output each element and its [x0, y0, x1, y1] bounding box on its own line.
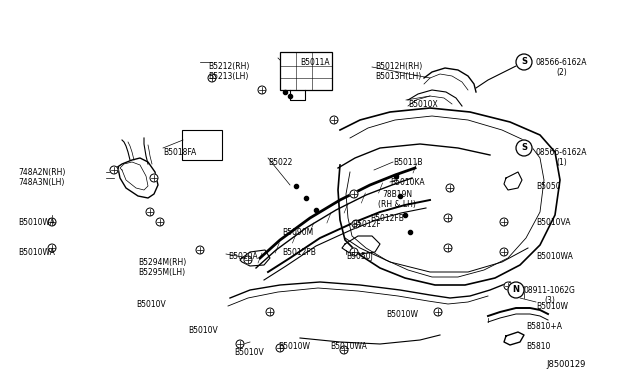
Text: B5295M(LH): B5295M(LH)	[138, 268, 185, 277]
Text: (3): (3)	[544, 296, 555, 305]
Text: B5010VA: B5010VA	[536, 218, 570, 227]
Circle shape	[500, 248, 508, 256]
Text: B5010W: B5010W	[278, 342, 310, 351]
Circle shape	[244, 256, 252, 264]
Circle shape	[444, 244, 452, 252]
FancyBboxPatch shape	[280, 52, 332, 90]
Text: S: S	[521, 58, 527, 67]
Circle shape	[516, 54, 532, 70]
Text: B5810+A: B5810+A	[526, 322, 562, 331]
Text: B5010V: B5010V	[136, 300, 166, 309]
Text: B5010X: B5010X	[408, 100, 438, 109]
Text: 78B19N: 78B19N	[382, 190, 412, 199]
Text: B5294M(RH): B5294M(RH)	[138, 258, 186, 267]
Circle shape	[434, 308, 442, 316]
Circle shape	[146, 208, 154, 216]
Text: B5010V: B5010V	[188, 326, 218, 335]
Circle shape	[150, 174, 158, 182]
Circle shape	[352, 220, 360, 228]
Text: B5010V: B5010V	[234, 348, 264, 357]
Text: B5010W: B5010W	[536, 302, 568, 311]
Circle shape	[156, 218, 164, 226]
Text: B5050J: B5050J	[346, 252, 373, 261]
Circle shape	[350, 248, 358, 256]
FancyBboxPatch shape	[182, 130, 222, 160]
Circle shape	[504, 282, 512, 290]
Circle shape	[508, 282, 524, 298]
Circle shape	[110, 166, 118, 174]
Circle shape	[236, 340, 244, 348]
Text: 08566-6162A: 08566-6162A	[536, 148, 588, 157]
Text: B5213(LH): B5213(LH)	[208, 72, 248, 81]
Circle shape	[500, 218, 508, 226]
Text: (RH & LH): (RH & LH)	[378, 200, 416, 209]
Circle shape	[516, 140, 532, 156]
Text: 748A2N(RH): 748A2N(RH)	[18, 168, 65, 177]
Text: B5018FA: B5018FA	[163, 148, 196, 157]
Text: B5012F: B5012F	[352, 220, 381, 229]
Text: B5020A: B5020A	[228, 252, 258, 261]
Text: B5013H(LH): B5013H(LH)	[375, 72, 421, 81]
Circle shape	[48, 244, 56, 252]
Text: B5012FB: B5012FB	[370, 214, 404, 223]
Text: B5010KA: B5010KA	[390, 178, 424, 187]
Text: N: N	[513, 285, 520, 295]
Circle shape	[444, 214, 452, 222]
Circle shape	[446, 184, 454, 192]
Text: J8500129: J8500129	[546, 360, 586, 369]
Text: (2): (2)	[556, 68, 567, 77]
Circle shape	[276, 344, 284, 352]
Text: 08566-6162A: 08566-6162A	[536, 58, 588, 67]
Circle shape	[208, 74, 216, 82]
Text: B5012FB: B5012FB	[282, 248, 316, 257]
Text: B5090M: B5090M	[282, 228, 313, 237]
Text: B5011A: B5011A	[300, 58, 330, 67]
Text: B5022: B5022	[268, 158, 292, 167]
Circle shape	[340, 346, 348, 354]
Circle shape	[196, 246, 204, 254]
Circle shape	[350, 190, 358, 198]
Text: B5212(RH): B5212(RH)	[208, 62, 250, 71]
Text: B5011B: B5011B	[393, 158, 422, 167]
Text: (1): (1)	[556, 158, 567, 167]
Text: B5010WA: B5010WA	[18, 248, 55, 257]
Text: B5010WA: B5010WA	[536, 252, 573, 261]
Text: B5810: B5810	[526, 342, 550, 351]
Text: B5012H(RH): B5012H(RH)	[375, 62, 422, 71]
Circle shape	[330, 116, 338, 124]
Circle shape	[266, 308, 274, 316]
Circle shape	[258, 86, 266, 94]
Circle shape	[48, 218, 56, 226]
Text: S: S	[521, 144, 527, 153]
Text: B5010WA: B5010WA	[18, 218, 55, 227]
Text: B5010W: B5010W	[386, 310, 418, 319]
Text: 748A3N(LH): 748A3N(LH)	[18, 178, 65, 187]
Text: B5010WA: B5010WA	[330, 342, 367, 351]
Text: B5050: B5050	[536, 182, 561, 191]
Text: 08911-1062G: 08911-1062G	[524, 286, 576, 295]
